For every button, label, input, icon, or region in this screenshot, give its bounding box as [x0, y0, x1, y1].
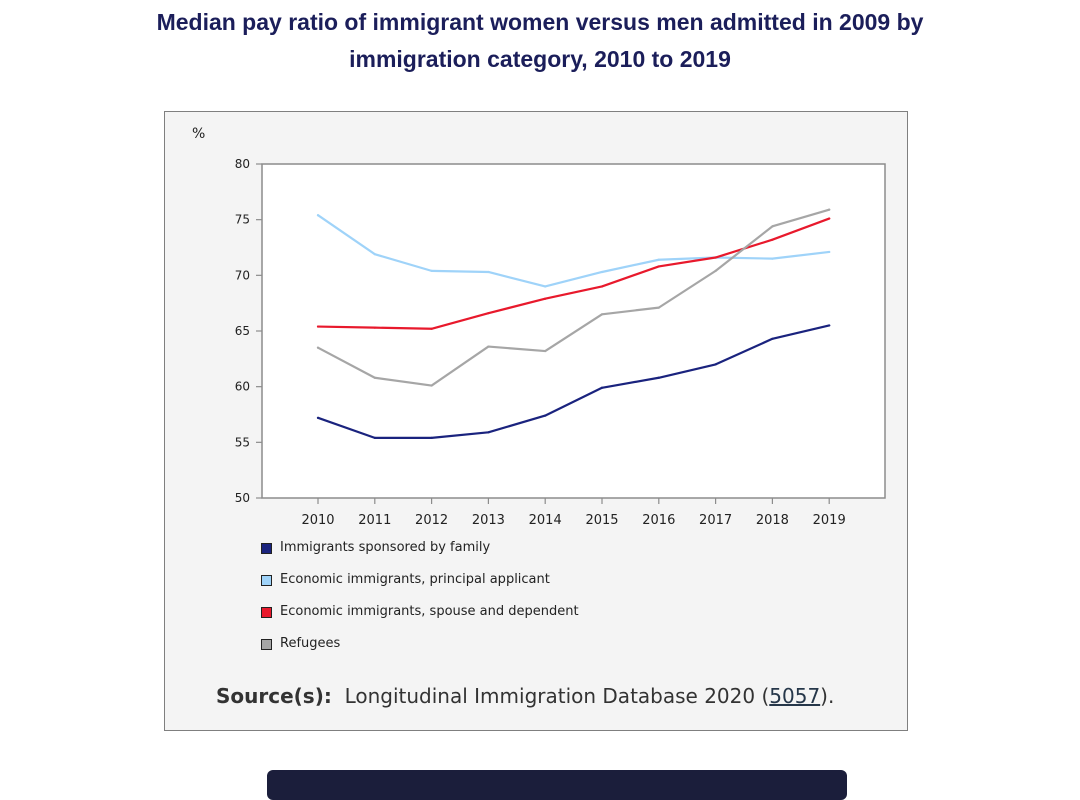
data-point-refugees [544, 349, 547, 353]
data-point-spouse-dependent [714, 256, 717, 259]
series-line-refugees [316, 208, 831, 387]
data-point-family [771, 337, 774, 340]
data-point-refugees [828, 208, 831, 211]
legend-label-principal-applicant: Economic immigrants, principal applicant [280, 572, 550, 587]
y-tick-label: 50 [235, 491, 250, 505]
data-point-family [714, 363, 717, 366]
data-point-spouse-dependent [657, 265, 660, 268]
data-point-principal-applicant [771, 257, 774, 260]
plot-area: 50 55 60 65 70 75 80 2010 2011 2012 2013 2014 2015 20… [235, 157, 886, 528]
line-chart: % 50 55 60 65 70 75 80 2010 2011 2012 2013 2014 2015… [192, 126, 886, 528]
series-line-principal-applicant [316, 214, 831, 288]
data-point-spouse-dependent [828, 217, 831, 220]
source-table-link[interactable]: 5057 [769, 684, 821, 708]
data-point-principal-applicant [373, 253, 376, 256]
data-point-principal-applicant [430, 269, 433, 272]
data-point-refugees [600, 313, 604, 316]
data-point-principal-applicant [487, 270, 490, 274]
data-point-spouse-dependent [487, 312, 490, 315]
plot-frame [261, 163, 886, 499]
legend-swatch-refugees [261, 639, 272, 650]
bottom-action-bar[interactable] [267, 770, 847, 800]
data-point-family [544, 414, 547, 417]
legend-swatch-spouse-dependent [261, 607, 272, 618]
data-point-family [657, 376, 660, 379]
source-citation: Source(s): Longitudinal Immigration Data… [216, 684, 834, 708]
data-point-family [828, 324, 831, 327]
source-text-end: ). [820, 684, 835, 708]
y-tick-label: 75 [235, 213, 250, 227]
y-tick-label: 65 [235, 324, 250, 338]
y-tick-label: 60 [235, 380, 250, 394]
x-tick-label: 2015 [585, 513, 618, 528]
y-tick-label: 55 [235, 435, 250, 449]
legend-swatch-family [261, 543, 272, 554]
x-tick-label: 2013 [472, 513, 505, 528]
page-title: Median pay ratio of immigrant women vers… [156, 9, 924, 72]
series-line-family [316, 324, 831, 439]
y-axis-unit-label: % [192, 126, 205, 142]
data-point-refugees [316, 346, 320, 349]
data-point-spouse-dependent [544, 297, 547, 300]
data-point-principal-applicant [544, 285, 547, 288]
data-point-principal-applicant [600, 270, 604, 274]
legend-label-spouse-dependent: Economic immigrants, spouse and dependen… [280, 604, 579, 619]
data-point-spouse-dependent [430, 327, 433, 330]
source-label: Source(s): [216, 684, 332, 708]
y-tick-label: 80 [235, 157, 250, 171]
data-point-refugees [714, 269, 717, 272]
data-point-spouse-dependent [373, 326, 376, 329]
x-tick-label: 2010 [301, 513, 334, 528]
data-point-family [316, 416, 320, 419]
chart-figure: % 50 55 60 65 70 75 80 2010 2011 2012 2013 2014 2015… [164, 111, 908, 731]
data-point-principal-applicant [316, 214, 320, 217]
y-tick-label: 70 [235, 268, 250, 282]
data-point-principal-applicant [828, 250, 831, 254]
data-point-refugees [430, 384, 433, 387]
data-point-spouse-dependent [600, 285, 604, 288]
legend-label-family: Immigrants sponsored by family [280, 540, 491, 555]
data-point-family [600, 386, 604, 389]
data-point-refugees [373, 376, 376, 379]
x-tick-label: 2017 [699, 513, 732, 528]
x-tick-label: 2018 [756, 513, 789, 528]
data-point-refugees [657, 306, 660, 309]
legend-label-refugees: Refugees [280, 636, 341, 651]
data-point-family [373, 436, 376, 439]
data-point-spouse-dependent [771, 238, 774, 241]
x-tick-label: 2011 [358, 513, 391, 528]
data-point-principal-applicant [657, 258, 660, 261]
x-tick-label: 2016 [642, 513, 675, 528]
data-point-refugees [487, 345, 490, 348]
x-tick-label: 2012 [415, 513, 448, 528]
x-tick-label: 2019 [813, 513, 846, 528]
data-point-family [430, 436, 433, 439]
source-text: Longitudinal Immigration Database 2020 ( [344, 684, 770, 708]
data-point-spouse-dependent [316, 325, 320, 328]
data-point-family [487, 431, 490, 434]
legend-swatch-principal-applicant [261, 575, 272, 586]
data-point-refugees [771, 225, 774, 228]
x-tick-label: 2014 [529, 513, 562, 528]
